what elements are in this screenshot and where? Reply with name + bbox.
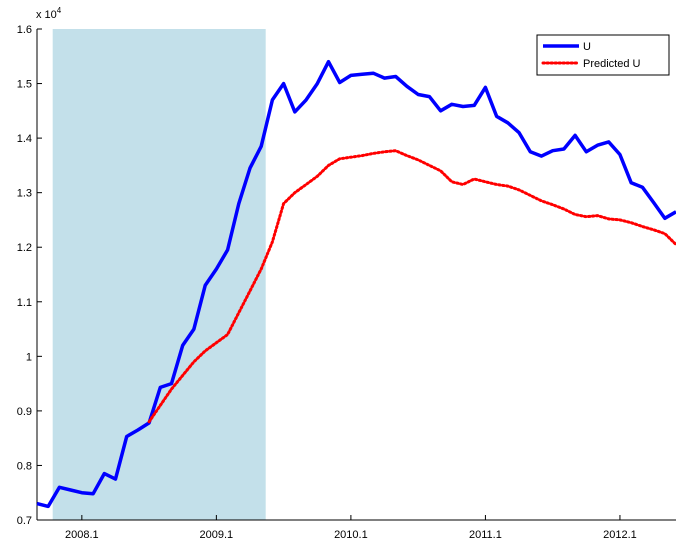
x-tick-label: 2012.1 [603,529,637,541]
legend-box [536,34,670,76]
legend-label: Predicted U [583,58,641,70]
x-tick-label: 2011.1 [469,529,502,541]
x-tick-label: 2009.1 [200,529,234,541]
series-line [36,59,676,509]
y-tick-label: 1.3 [17,188,32,200]
y-multiplier-base: x 10 [36,9,57,21]
y-multiplier: x 104 [36,6,62,21]
y-tick-label: 0.8 [17,460,32,472]
x-tick-label: 2008.1 [65,529,99,541]
series-line [147,149,676,424]
y-multiplier-exponent: 4 [57,6,62,15]
y-tick-label: 1.4 [17,133,32,145]
y-tick-label: 1.6 [17,24,32,36]
y-tick-label: 1.5 [17,79,32,91]
y-tick-label: 1.1 [17,297,32,309]
y-tick-label: 0.7 [17,515,32,527]
y-tick-label: 1.2 [17,242,32,254]
y-tick-label: 0.9 [17,406,32,418]
legend-label: U [583,41,591,53]
shaded-period [52,29,266,520]
x-tick-label: 2010.1 [334,529,368,541]
y-tick-label: 1 [26,351,32,363]
